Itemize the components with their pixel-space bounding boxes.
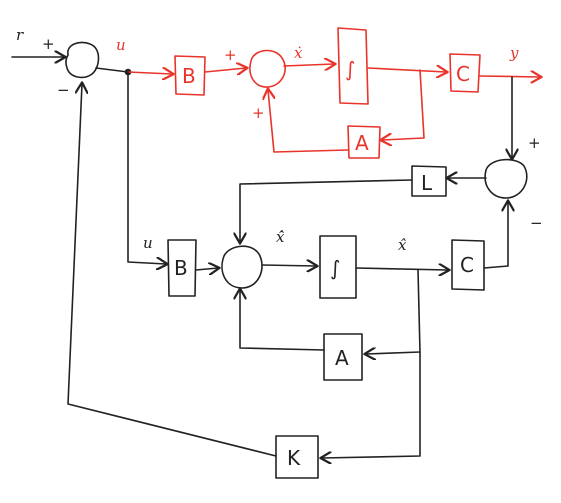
xhat-to-observer-a-line bbox=[366, 269, 421, 354]
plant-a-to-sum-line bbox=[268, 90, 349, 153]
observer-l-label: L bbox=[421, 171, 433, 195]
k-gain-label: K bbox=[287, 446, 301, 470]
plant-sum-to-integrator-line bbox=[283, 64, 334, 66]
observer-integrator-block: ∫ bbox=[319, 235, 357, 299]
observer-a-label: A bbox=[335, 346, 349, 370]
plant-integrator-block: ∫ bbox=[337, 27, 369, 105]
plant-integrator-label: ∫ bbox=[345, 57, 355, 81]
plant-signal-u-label: u bbox=[116, 36, 126, 54]
xhat-to-k-line bbox=[322, 351, 421, 458]
error-plus-sign: + bbox=[528, 134, 541, 152]
observer-signal-xhat-label: x̂ bbox=[398, 236, 407, 254]
observer-c-block: C bbox=[451, 239, 485, 291]
observer-c-label: C bbox=[460, 253, 474, 277]
plant-b-to-sum-line bbox=[204, 68, 246, 72]
observer-b-to-sum-line bbox=[195, 268, 218, 270]
plant-c-block: C bbox=[449, 53, 481, 93]
plant-c-label: C bbox=[456, 62, 470, 86]
observer-a-block: A bbox=[323, 333, 363, 381]
observer-signal-xhat-dot-label: x̂̇ bbox=[276, 228, 285, 246]
observer-sum-to-integrator-line bbox=[261, 265, 316, 266]
observer-a-to-sum-line bbox=[240, 290, 325, 351]
junction-to-u-line bbox=[95, 67, 129, 73]
u-to-plant-b-line bbox=[127, 72, 172, 74]
plant-signal-y-label: y bbox=[509, 44, 519, 62]
observer-integrator-to-c-line bbox=[355, 268, 448, 270]
observer-b-block: B bbox=[167, 239, 197, 297]
input-summing-junction bbox=[65, 41, 100, 79]
observer-l-block: L bbox=[411, 165, 447, 197]
u-to-observer-b-line bbox=[127, 71, 166, 264]
plant-b-block: B bbox=[174, 55, 206, 96]
l-to-observer-sum-line bbox=[240, 179, 413, 242]
observer-signal-u-label: u bbox=[143, 234, 153, 252]
observer-c-to-error-line bbox=[483, 202, 508, 269]
plant-b-label: B bbox=[182, 64, 196, 88]
plant-state-to-a-line bbox=[382, 69, 425, 140]
plant-signal-xdot-label: ẋ bbox=[294, 44, 303, 62]
observer-summing-junction bbox=[221, 245, 263, 289]
plant-a-block: A bbox=[347, 125, 381, 159]
input-minus-sign: − bbox=[57, 81, 70, 99]
plant-a-label: A bbox=[355, 131, 369, 155]
plant-output-y-line bbox=[479, 76, 540, 77]
plant-integrator-to-c-line bbox=[367, 68, 446, 72]
error-summing-junction bbox=[484, 158, 528, 199]
error-minus-sign: − bbox=[530, 214, 543, 232]
plant-summing-junction bbox=[249, 49, 286, 88]
k-gain-block: K bbox=[275, 435, 319, 479]
k-to-input-junction-line bbox=[67, 84, 277, 457]
observer-b-label: B bbox=[174, 256, 188, 280]
plant-feedback-plus-sign: + bbox=[252, 104, 265, 122]
input-plus-sign: + bbox=[42, 35, 55, 53]
signal-r-label: r bbox=[16, 26, 24, 44]
plant-sum-plus-sign: + bbox=[224, 46, 237, 64]
observer-integrator-label: ∫ bbox=[330, 256, 340, 280]
